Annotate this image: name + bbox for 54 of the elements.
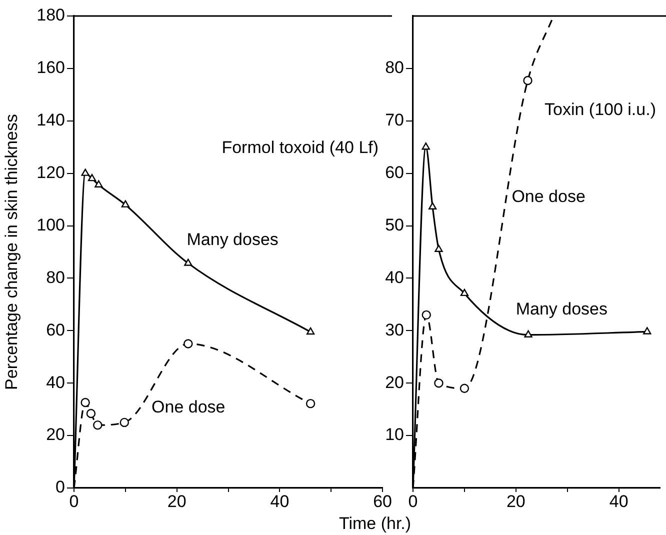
series-label: One dose	[152, 398, 226, 417]
x-axis-title: Time (hr.)	[338, 514, 412, 534]
point	[643, 327, 652, 334]
point	[81, 168, 90, 176]
point	[93, 420, 102, 430]
point	[460, 288, 469, 296]
x-tick-label: 40	[270, 492, 290, 511]
x-tick-label: 0	[69, 492, 79, 511]
y-tick-label: 20	[385, 372, 404, 392]
y-tick-label: 120	[36, 163, 65, 182]
x-tick-label: 20	[506, 492, 526, 511]
y-axis-title: Percentage change in skin thickness	[2, 114, 21, 390]
y-tick-label: 100	[36, 215, 65, 234]
point	[524, 330, 532, 338]
y-tick-label: 80	[385, 58, 404, 78]
point	[184, 339, 193, 348]
point	[120, 418, 129, 428]
y-tick-label: 60	[385, 163, 404, 182]
text: Toxin (100 i.u.)	[544, 100, 656, 120]
y-tick-label: 10	[385, 425, 404, 444]
series-label: Many doses	[186, 230, 278, 250]
series-label: Many doses	[516, 299, 608, 318]
y-tick-label: 70	[385, 110, 404, 130]
point	[94, 180, 103, 188]
point	[121, 200, 130, 208]
point	[428, 202, 437, 210]
point	[88, 174, 96, 182]
y-tick-label: 0	[56, 478, 65, 497]
point	[184, 258, 192, 266]
point	[434, 378, 444, 388]
y-tick-label: 30	[385, 320, 404, 340]
x-tick-label: 40	[609, 492, 628, 511]
y-tick-label: 140	[36, 110, 65, 130]
point	[460, 384, 470, 393]
series-label: One dose	[512, 187, 586, 206]
y-tick-label: 180	[36, 6, 65, 25]
point	[422, 310, 431, 320]
point	[306, 327, 315, 335]
x-tick-label: 0	[408, 492, 418, 511]
y-tick-label: 20	[46, 425, 65, 444]
point	[434, 244, 443, 252]
y-tick-label: 40	[46, 372, 65, 392]
x-tick-label: 20	[167, 492, 186, 511]
y-tick-label: 40	[385, 268, 404, 287]
y-tick-label: 50	[385, 215, 404, 234]
y-tick-label: 160	[36, 58, 65, 78]
y-tick-label: 80	[46, 268, 65, 287]
text: Formol toxoid (40 Lf)	[222, 138, 379, 157]
point	[422, 142, 430, 150]
point	[80, 398, 90, 408]
point	[306, 398, 316, 408]
y-tick-label: 60	[46, 320, 65, 340]
point	[523, 76, 532, 86]
point	[86, 408, 96, 418]
